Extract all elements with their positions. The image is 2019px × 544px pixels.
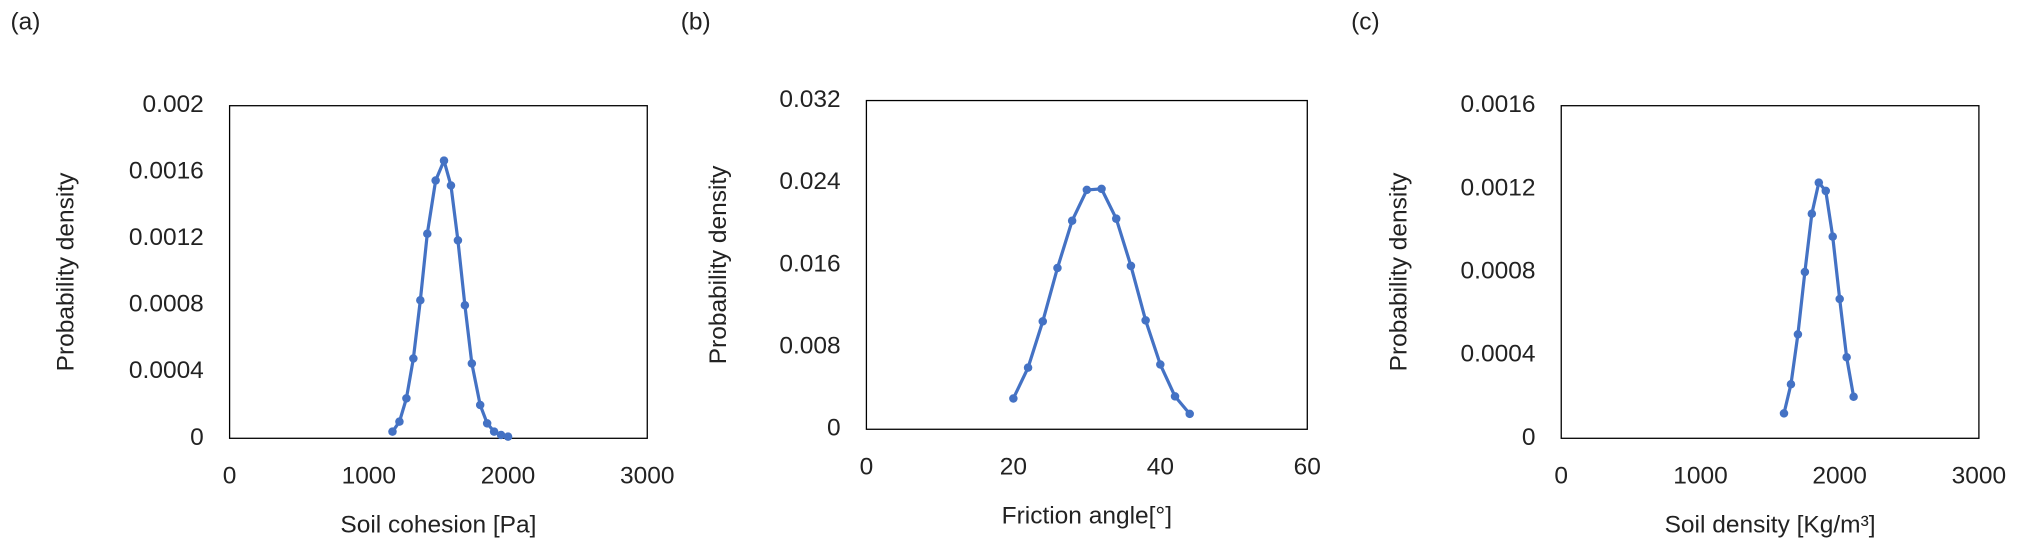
x-tick-label: 0 bbox=[860, 453, 874, 480]
data-point bbox=[1828, 232, 1837, 241]
data-point bbox=[467, 359, 477, 368]
data-point bbox=[1835, 294, 1844, 304]
data-point bbox=[1082, 185, 1092, 195]
data-point bbox=[446, 181, 456, 190]
data-point bbox=[453, 236, 463, 245]
y-tick-label: 0.0008 bbox=[1461, 257, 1536, 284]
data-point bbox=[1023, 363, 1033, 372]
data-point bbox=[475, 400, 485, 410]
data-point bbox=[395, 417, 404, 426]
y-tick-label: 0.0012 bbox=[1461, 174, 1536, 201]
data-point bbox=[1842, 352, 1851, 362]
y-tick-label: 0.0016 bbox=[129, 158, 204, 185]
x-tick-label: 2000 bbox=[481, 462, 535, 489]
data-point bbox=[1786, 379, 1796, 389]
plot-frame bbox=[865, 99, 1308, 430]
y-tick-label: 0.0004 bbox=[1461, 341, 1536, 368]
data-point bbox=[460, 301, 470, 310]
y-tick-label: 0 bbox=[827, 415, 841, 442]
data-point bbox=[1849, 392, 1858, 401]
data-point bbox=[1779, 409, 1789, 418]
data-point bbox=[1038, 317, 1048, 326]
x-tick-label: 1000 bbox=[1673, 462, 1727, 489]
data-point bbox=[1111, 214, 1121, 223]
panel-label: (b) bbox=[681, 9, 711, 36]
plot-frame bbox=[1560, 105, 1980, 439]
x-tick-label: 40 bbox=[1147, 453, 1174, 480]
y-tick-label: 0.016 bbox=[779, 250, 840, 277]
y-tick-label: 0.0012 bbox=[129, 224, 204, 251]
x-tick-label: 0 bbox=[1554, 462, 1568, 489]
data-point bbox=[1141, 316, 1150, 325]
data-point bbox=[402, 394, 411, 403]
x-tick-label: 0 bbox=[223, 462, 237, 489]
data-point bbox=[1793, 330, 1803, 339]
data-point bbox=[1814, 178, 1824, 187]
x-axis-label: Soil density [Kg/m³] bbox=[1665, 511, 1876, 538]
y-tick-label: 0.032 bbox=[779, 86, 840, 113]
data-point bbox=[1185, 409, 1194, 419]
plot-frame bbox=[228, 105, 648, 439]
x-axis-label: Soil cohesion [Pa] bbox=[340, 511, 536, 538]
panel-label: (c) bbox=[1351, 9, 1380, 36]
y-tick-label: 0.0016 bbox=[1461, 91, 1536, 118]
x-tick-label: 1000 bbox=[342, 462, 396, 489]
data-point bbox=[496, 430, 506, 440]
y-tick-label: 0 bbox=[1522, 424, 1536, 451]
y-tick-label: 0 bbox=[190, 424, 204, 451]
data-point bbox=[1053, 263, 1062, 273]
y-axis-label: Probability density bbox=[705, 165, 732, 364]
data-point bbox=[423, 229, 432, 239]
x-tick-label: 3000 bbox=[620, 462, 674, 489]
y-tick-label: 0.0008 bbox=[129, 291, 204, 318]
y-tick-label: 0.024 bbox=[779, 168, 840, 195]
data-point bbox=[1097, 184, 1106, 194]
data-point bbox=[489, 427, 499, 436]
y-tick-label: 0.008 bbox=[779, 333, 840, 360]
data-point bbox=[1156, 360, 1165, 369]
data-point bbox=[409, 354, 418, 363]
x-tick-label: 60 bbox=[1294, 453, 1321, 480]
y-tick-label: 0.002 bbox=[143, 91, 204, 118]
x-axis-label: Friction angle[°] bbox=[1002, 502, 1172, 529]
panel-label: (a) bbox=[10, 9, 40, 36]
data-point bbox=[416, 296, 425, 305]
x-tick-label: 3000 bbox=[1952, 462, 2006, 489]
data-point bbox=[1067, 216, 1077, 225]
data-point bbox=[482, 419, 492, 428]
x-tick-label: 20 bbox=[1000, 453, 1027, 480]
data-line bbox=[391, 158, 509, 439]
data-point bbox=[431, 176, 440, 185]
x-tick-label: 2000 bbox=[1812, 462, 1866, 489]
data-point bbox=[1807, 209, 1817, 219]
data-point bbox=[388, 427, 397, 436]
data-point bbox=[503, 432, 513, 441]
data-point bbox=[1821, 186, 1831, 196]
data-point bbox=[439, 156, 449, 165]
data-point bbox=[1126, 261, 1136, 271]
data-line bbox=[1011, 187, 1191, 415]
y-axis-label: Probability density bbox=[53, 172, 80, 371]
y-axis-label: Probability density bbox=[1386, 172, 1413, 371]
data-point bbox=[1170, 392, 1180, 401]
data-point bbox=[1009, 394, 1018, 403]
y-tick-label: 0.0004 bbox=[129, 357, 204, 384]
data-point bbox=[1800, 267, 1810, 277]
